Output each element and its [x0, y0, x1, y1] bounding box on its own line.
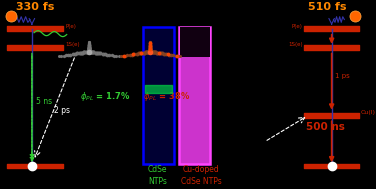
Text: 500 ns: 500 ns [306, 122, 345, 132]
Text: 1 ps: 1 ps [335, 73, 350, 79]
Text: 2 ps: 2 ps [54, 106, 70, 115]
Bar [180, 27, 209, 57]
Text: CdSe
NTPs: CdSe NTPs [148, 165, 167, 186]
Text: 330 fs: 330 fs [16, 2, 55, 12]
Text: $\phi_{PL}$ = 38%: $\phi_{PL}$ = 38% [143, 90, 190, 102]
Text: Cu-doped
CdSe NTPs: Cu-doped CdSe NTPs [181, 165, 221, 186]
Bar [143, 27, 174, 164]
Text: $\phi_{PL}$ = 1.7%: $\phi_{PL}$ = 1.7% [80, 90, 130, 102]
Text: 1S(e): 1S(e) [288, 42, 303, 47]
Text: P(e): P(e) [292, 24, 303, 29]
Text: 510 fs: 510 fs [308, 2, 347, 12]
Text: 1S(e): 1S(e) [65, 42, 80, 47]
Text: 5 ns: 5 ns [35, 97, 52, 106]
Text: Cu(I): Cu(I) [361, 110, 376, 115]
Text: P(e): P(e) [65, 24, 76, 29]
Bar [179, 27, 210, 164]
